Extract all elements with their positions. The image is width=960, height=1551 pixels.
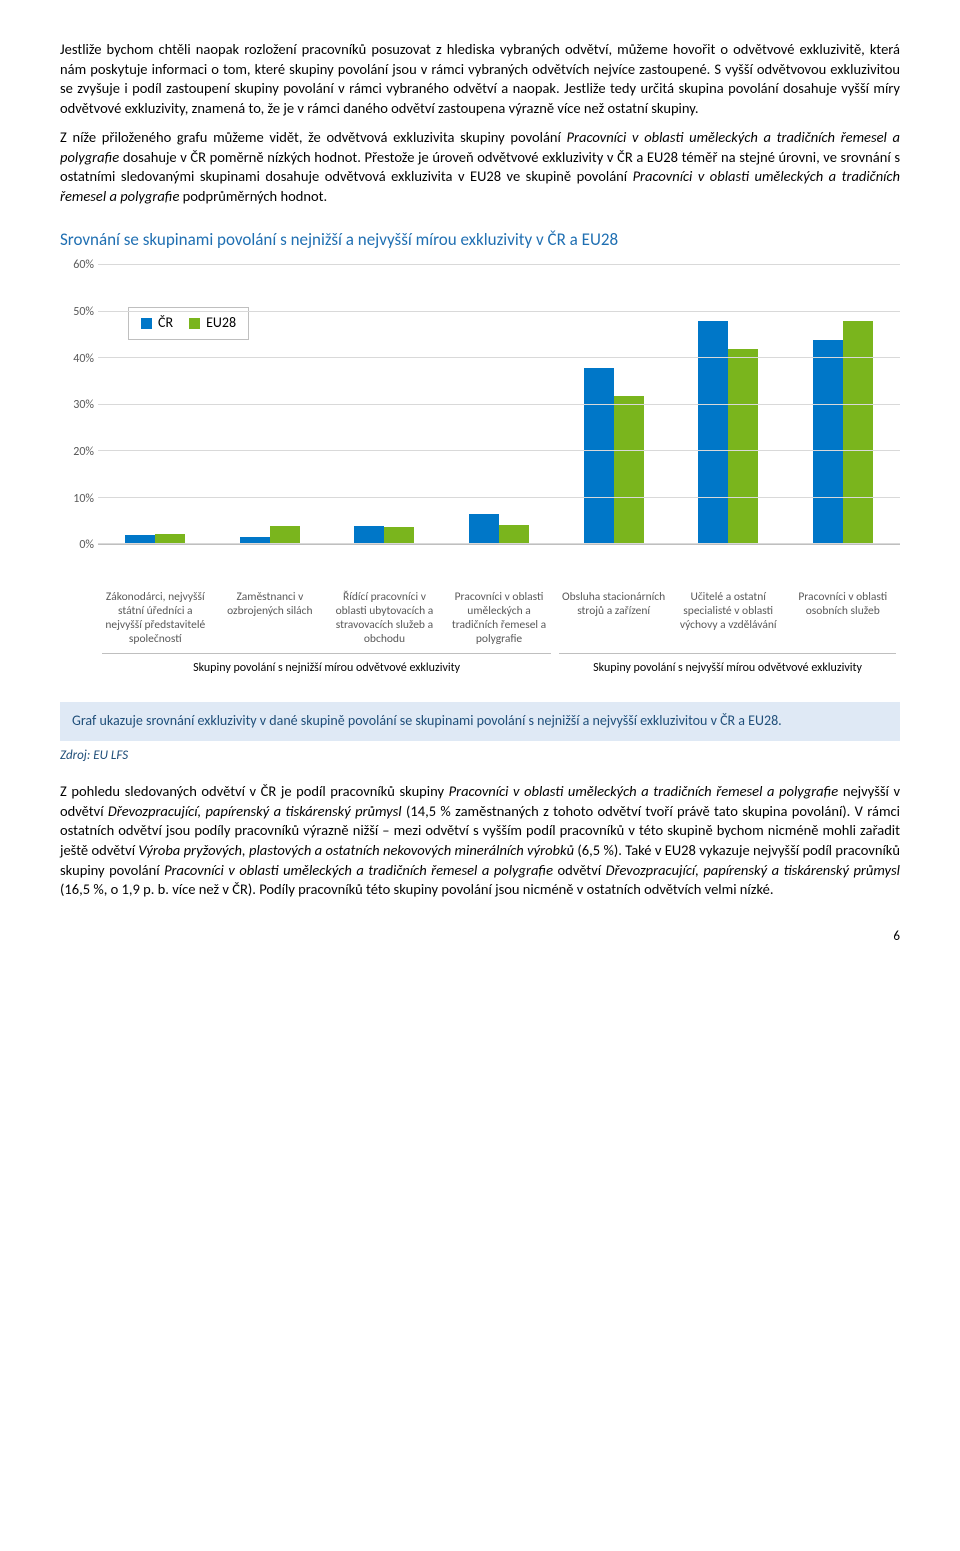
bar-group xyxy=(785,265,900,544)
bar-group xyxy=(213,265,328,544)
bar-eu xyxy=(728,349,758,544)
paragraph-2: Z níže přiloženého grafu můžeme vidět, ž… xyxy=(60,128,900,206)
x-axis-labels: Zákonodárci, nejvyšší státní úředníci a … xyxy=(98,585,900,646)
paragraph-1: Jestliže bychom chtěli naopak rozložení … xyxy=(60,40,900,118)
y-tick-label: 60% xyxy=(73,257,94,273)
bar-group xyxy=(671,265,786,544)
y-tick-label: 40% xyxy=(73,351,94,367)
para3-part-e: odvětví xyxy=(553,861,606,879)
para2-part-c: podprůměrných hodnot. xyxy=(179,187,327,205)
gridline xyxy=(98,497,900,498)
gridline xyxy=(98,543,900,544)
para3-italic-4: Pracovníci v oblasti uměleckých a tradič… xyxy=(164,861,553,879)
chart-source: Zdroj: EU LFS xyxy=(60,747,900,765)
para3-italic-3: Výroba pryžových, plastových a ostatních… xyxy=(138,841,574,859)
gridline xyxy=(98,264,900,265)
gridline xyxy=(98,404,900,405)
gridline xyxy=(98,311,900,312)
y-axis: 0%10%20%30%40%50%60% xyxy=(60,265,98,545)
bar-group xyxy=(556,265,671,544)
gridline xyxy=(98,450,900,451)
bar-cr xyxy=(469,514,499,544)
bar-eu xyxy=(270,526,300,545)
paragraph-3: Z pohledu sledovaných odvětví v ČR je po… xyxy=(60,782,900,899)
bar-cr xyxy=(354,526,384,545)
bar-eu xyxy=(384,527,414,545)
y-tick-label: 20% xyxy=(73,444,94,460)
gridline xyxy=(98,357,900,358)
y-tick-label: 10% xyxy=(73,491,94,507)
y-tick-label: 50% xyxy=(73,304,94,320)
x-axis-label: Obsluha stacionárních strojů a zařízení xyxy=(556,585,671,646)
chart-caption-box: Graf ukazuje srovnání exkluzivity v dané… xyxy=(60,702,900,741)
x-axis-label: Pracovníci v oblasti uměleckých a tradič… xyxy=(442,585,557,646)
bar-group xyxy=(327,265,442,544)
bar-eu xyxy=(499,525,529,545)
para3-italic-1: Pracovníci v oblasti uměleckých a tradič… xyxy=(449,782,839,800)
page-number: 6 xyxy=(60,928,900,946)
para2-part-a: Z níže přiloženého grafu můžeme vidět, ž… xyxy=(60,128,567,146)
para3-italic-2: Dřevozpracující, papírenský a tiskárensk… xyxy=(108,802,402,820)
section-label-left: Skupiny povolání s nejnižší mírou odvětv… xyxy=(102,653,551,676)
x-axis-label: Řídící pracovníci v oblasti ubytovacích … xyxy=(327,585,442,646)
section-label-right: Skupiny povolání s nejvyšší mírou odvětv… xyxy=(559,653,896,676)
x-axis-label: Zaměstnanci v ozbrojených silách xyxy=(213,585,328,646)
para3-part-f: (16,5 %, o 1,9 p. b. více než v ČR). Pod… xyxy=(60,880,773,898)
y-tick-label: 30% xyxy=(73,397,94,413)
bar-eu xyxy=(843,321,873,544)
para3-italic-5: Dřevozpracující, papírenský a tiskárensk… xyxy=(606,861,900,879)
bar-group xyxy=(98,265,213,544)
bar-cr xyxy=(813,340,843,545)
chart-plot-area: ČREU28 xyxy=(98,265,900,545)
bar-groups xyxy=(98,265,900,544)
chart-title: Srovnání se skupinami povolání s nejnižš… xyxy=(60,229,900,252)
bar-group xyxy=(442,265,557,544)
x-axis-label: Pracovníci v oblasti osobních služeb xyxy=(785,585,900,646)
bar-cr xyxy=(584,368,614,545)
x-axis-label: Zákonodárci, nejvyšší státní úředníci a … xyxy=(98,585,213,646)
bar-cr xyxy=(698,321,728,544)
section-labels: Skupiny povolání s nejnižší mírou odvětv… xyxy=(98,653,900,676)
y-tick-label: 0% xyxy=(79,537,94,553)
x-axis-label: Učitelé a ostatní specialisté v oblasti … xyxy=(671,585,786,646)
para3-part-a: Z pohledu sledovaných odvětví v ČR je po… xyxy=(60,782,449,800)
exclusivity-chart: 0%10%20%30%40%50%60% ČREU28 Zákonodárci,… xyxy=(60,265,900,675)
bar-eu xyxy=(614,396,644,545)
